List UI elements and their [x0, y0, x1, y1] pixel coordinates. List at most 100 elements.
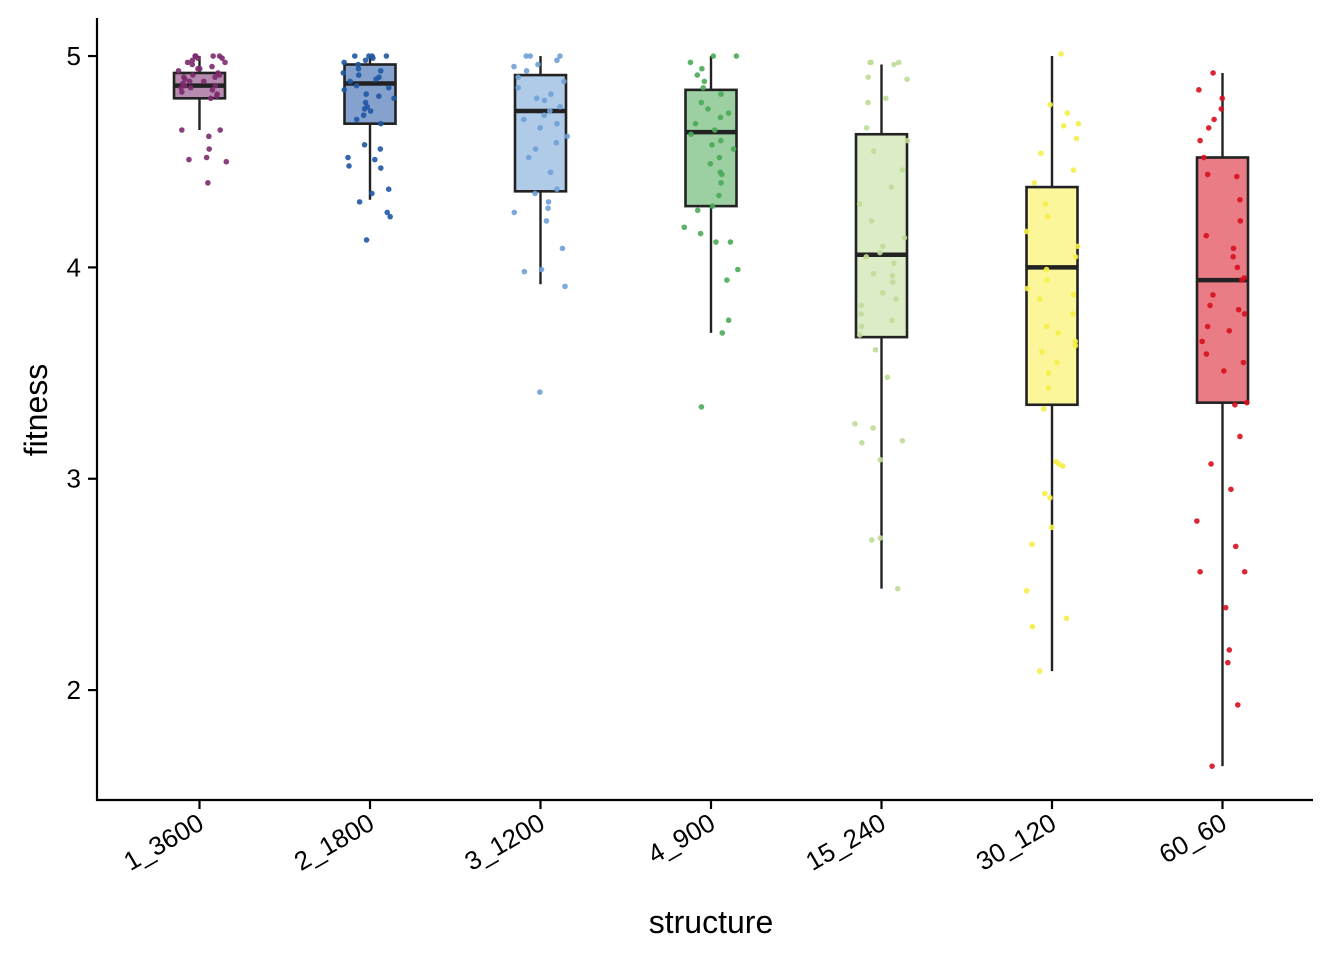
data-point [190, 72, 196, 78]
data-point [1064, 110, 1071, 116]
data-point [541, 97, 548, 104]
data-point [1055, 330, 1062, 336]
data-point [223, 158, 230, 165]
data-point [189, 61, 196, 68]
data-point [355, 72, 362, 78]
data-point [511, 209, 518, 216]
data-point [383, 53, 390, 59]
data-point [1024, 285, 1031, 292]
data-point [1047, 101, 1054, 108]
data-point [1237, 196, 1243, 203]
box-group-15_240 [852, 59, 911, 592]
data-point [547, 169, 554, 176]
data-point [543, 218, 550, 224]
data-point [699, 65, 705, 72]
data-point [1234, 173, 1240, 180]
data-point [867, 59, 873, 66]
data-point [201, 78, 207, 85]
data-point [1235, 306, 1242, 313]
plot-area [172, 51, 1250, 769]
data-point [1072, 342, 1079, 349]
data-point [515, 74, 522, 80]
data-point [701, 78, 708, 85]
data-point [1023, 587, 1030, 594]
data-point [206, 146, 212, 152]
data-point [1036, 668, 1043, 674]
data-point [217, 127, 223, 133]
data-point [1210, 70, 1216, 76]
data-point [1053, 459, 1059, 465]
data-point [1029, 623, 1036, 630]
data-point [730, 146, 737, 152]
box-group-30_120 [1023, 51, 1082, 674]
data-point [562, 283, 568, 290]
data-point [387, 213, 393, 220]
data-point [541, 112, 548, 119]
data-point [341, 59, 347, 66]
data-point [1036, 296, 1043, 302]
data-point [206, 133, 212, 140]
data-point [1031, 180, 1038, 186]
box [1025, 185, 1079, 407]
x-tick-label: 2_1800 [289, 807, 379, 876]
data-point [725, 110, 732, 116]
data-point [356, 199, 363, 205]
data-point [735, 266, 741, 273]
data-point [1029, 541, 1035, 548]
data-point [904, 76, 910, 83]
data-point [360, 112, 367, 119]
data-point [184, 59, 191, 66]
data-point [1241, 311, 1248, 317]
data-point [694, 72, 701, 78]
data-point [340, 70, 347, 76]
data-point [719, 171, 725, 178]
data-point [718, 180, 724, 186]
data-point [698, 99, 705, 106]
data-point [1234, 702, 1241, 708]
data-point [527, 53, 534, 59]
data-point [561, 78, 567, 85]
data-point [1203, 232, 1210, 239]
data-point [692, 120, 699, 127]
x-tick-label: 30_120 [971, 807, 1061, 876]
x-tick-label: 4_900 [642, 807, 720, 869]
data-point [1043, 266, 1050, 273]
data-point [179, 89, 185, 95]
data-point [533, 95, 540, 102]
data-point [859, 440, 865, 446]
data-point [858, 323, 865, 330]
data-point [523, 53, 529, 59]
data-point [355, 65, 362, 72]
data-point [537, 389, 543, 395]
data-point [532, 146, 539, 152]
x-tick-label: 15_240 [800, 807, 890, 876]
data-point [1237, 218, 1244, 224]
data-point [870, 425, 876, 431]
data-point [385, 186, 392, 192]
box-group-4_900 [681, 53, 741, 410]
data-point [205, 180, 211, 186]
data-point [1042, 201, 1049, 207]
data-point [363, 237, 370, 243]
data-point [377, 120, 384, 127]
data-point [1219, 95, 1226, 102]
data-point [904, 137, 911, 144]
data-point [890, 260, 897, 266]
data-point [196, 65, 203, 72]
data-point [891, 61, 897, 68]
data-point [1228, 486, 1234, 493]
data-point [868, 537, 875, 543]
data-point [209, 87, 216, 93]
data-point [1221, 368, 1227, 374]
data-point [694, 207, 701, 214]
data-point [1226, 647, 1233, 653]
data-point [1041, 490, 1048, 497]
data-point [362, 99, 369, 106]
y-tick-label: 4 [67, 252, 81, 282]
data-point [688, 131, 694, 138]
data-point [1230, 245, 1237, 252]
data-point [538, 266, 545, 273]
x-axis-title: structure [649, 904, 773, 940]
data-point [207, 95, 214, 102]
data-point [858, 311, 864, 317]
